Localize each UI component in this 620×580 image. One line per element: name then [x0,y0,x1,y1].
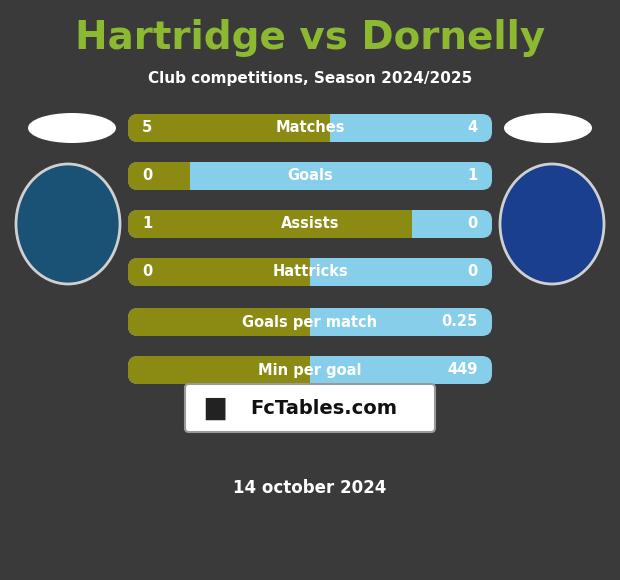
Text: Hattricks: Hattricks [272,264,348,280]
Text: 5: 5 [142,121,153,136]
FancyBboxPatch shape [128,162,492,190]
FancyBboxPatch shape [128,356,148,384]
Text: 0: 0 [467,264,478,280]
Ellipse shape [504,113,592,143]
FancyBboxPatch shape [128,356,492,384]
Bar [138,162,190,190]
FancyBboxPatch shape [128,114,492,142]
FancyBboxPatch shape [128,308,492,336]
Bar [138,114,330,142]
Text: Assists: Assists [281,216,339,231]
Bar [138,308,310,336]
Text: 1: 1 [142,216,153,231]
Ellipse shape [16,164,120,284]
FancyBboxPatch shape [128,210,148,238]
Text: 0: 0 [142,169,153,183]
Text: Goals per match: Goals per match [242,314,378,329]
Ellipse shape [28,113,116,143]
Text: 1: 1 [467,169,478,183]
FancyBboxPatch shape [128,114,148,142]
Text: Matches: Matches [275,121,345,136]
FancyBboxPatch shape [128,258,492,286]
Text: ▇: ▇ [205,396,224,420]
Text: Goals: Goals [287,169,333,183]
Bar [138,356,310,384]
Text: Hartridge vs Dornelly: Hartridge vs Dornelly [75,19,545,57]
Bar [138,210,412,238]
Text: 0: 0 [142,264,153,280]
FancyBboxPatch shape [128,162,148,190]
Text: FcTables.com: FcTables.com [250,398,397,418]
Text: Club competitions, Season 2024/2025: Club competitions, Season 2024/2025 [148,71,472,85]
Text: 14 october 2024: 14 october 2024 [233,479,387,497]
Text: Min per goal: Min per goal [259,362,361,378]
FancyBboxPatch shape [128,308,148,336]
Ellipse shape [500,164,604,284]
Text: 449: 449 [448,362,478,378]
Bar [138,258,310,286]
Text: 0.25: 0.25 [441,314,478,329]
FancyBboxPatch shape [128,210,492,238]
Text: 0: 0 [467,216,478,231]
FancyBboxPatch shape [185,384,435,432]
Text: 4: 4 [468,121,478,136]
FancyBboxPatch shape [128,258,148,286]
